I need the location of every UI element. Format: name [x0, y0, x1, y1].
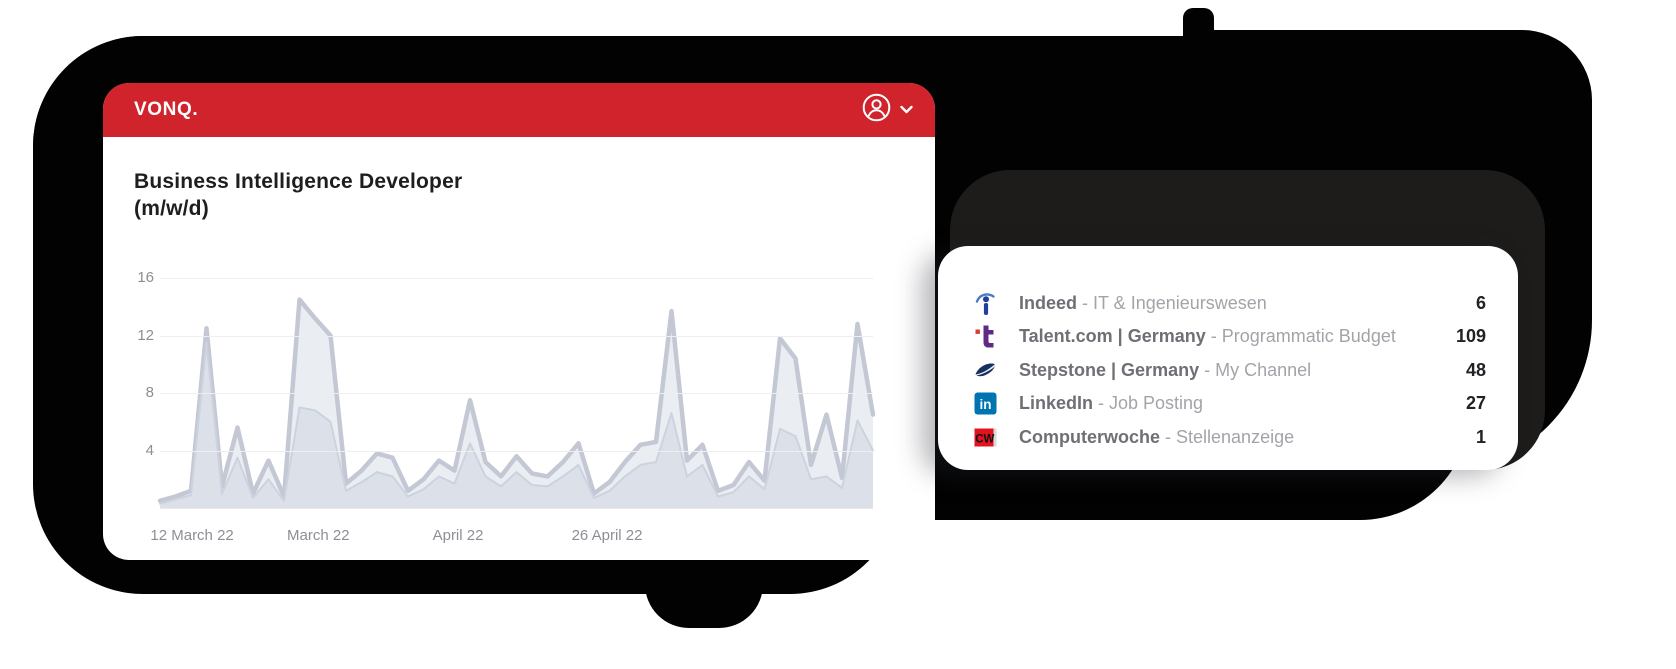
channel-value: 48	[1465, 359, 1486, 380]
channel-row-computerwoche[interactable]: CW Computerwoche - Stellenanzeige 1	[973, 422, 1498, 452]
x-axis-tick-label: 26 April 22	[571, 527, 643, 544]
channel-detail: - My Channel	[1204, 359, 1312, 380]
y-axis-tick-label: 12	[137, 326, 154, 344]
chart-series-svg	[157, 297, 876, 508]
gridline	[160, 278, 873, 279]
user-circle-icon	[862, 93, 891, 127]
gridline	[160, 335, 873, 337]
channel-detail: - Job Posting	[1098, 393, 1204, 413]
x-axis-line	[160, 508, 873, 509]
indeed-logo-icon	[973, 291, 998, 316]
channel-detail: - Stellenanzeige	[1165, 426, 1295, 447]
channel-name: LinkedIn	[1019, 393, 1094, 413]
channel-detail: - Programmatic Budget	[1210, 326, 1396, 346]
chart-title: Business Intelligence Developer (m/w/d)	[134, 168, 462, 222]
backdrop-notch-top	[1183, 8, 1214, 58]
inner_area-fill	[160, 342, 873, 508]
gridline	[160, 450, 873, 452]
channel-row-indeed[interactable]: Indeed - IT & Ingenieurswesen 6	[973, 288, 1498, 318]
channel-value: 1	[1475, 426, 1486, 447]
backdrop-notch-bottom	[645, 560, 763, 628]
x-axis-tick-label: April 22	[432, 527, 484, 544]
area-chart: 16 12 8 4 12 March 22 March 22 April 22 26 Apri…	[137, 255, 876, 544]
computerwoche-logo-icon: CW	[973, 425, 998, 450]
channel-name: Stepstone | Germany	[1019, 359, 1200, 380]
channel-row-linkedin[interactable]: in LinkedIn - Job Posting 27	[973, 389, 1498, 419]
channel-name: Indeed	[1019, 292, 1078, 313]
inner_area-line	[159, 341, 874, 505]
app-header: VONQ.	[103, 83, 935, 137]
chart-title-line2: (m/w/d)	[134, 197, 209, 220]
channel-detail: - IT & Ingenieurswesen	[1082, 292, 1267, 313]
channel-value: 27	[1465, 393, 1486, 413]
y-axis-tick-label: 16	[137, 269, 154, 286]
gridline	[160, 393, 873, 394]
user-menu-button[interactable]	[862, 83, 913, 137]
channel-row-stepstone[interactable]: Stepstone | Germany - My Channel 48	[973, 355, 1498, 385]
chart-card: VONQ. Business Intelligence Developer	[103, 83, 935, 560]
stepstone-logo-icon	[973, 358, 998, 383]
channel-value: 109	[1455, 326, 1486, 346]
chevron-down-icon	[900, 101, 913, 119]
y-axis-tick-label: 8	[145, 384, 154, 401]
x-axis-tick-label: 12 March 22	[150, 527, 234, 544]
channel-name: Computerwoche	[1019, 426, 1161, 447]
channel-name: Talent.com | Germany	[1019, 326, 1206, 346]
y-axis-tick-label: 4	[145, 441, 154, 459]
linkedin-logo-icon: in	[973, 391, 998, 416]
chart-title-line1: Business Intelligence Developer	[134, 170, 463, 193]
svg-text:CW: CW	[975, 433, 994, 445]
channel-value: 6	[1475, 292, 1486, 313]
channel-row-talent[interactable]: Talent.com | Germany - Programmatic Budge…	[973, 322, 1498, 352]
talent-logo-icon	[973, 324, 998, 349]
svg-text:in: in	[980, 397, 992, 412]
vonq-logo: VONQ.	[134, 99, 199, 120]
outer_area-line	[157, 297, 876, 504]
channels-card: Indeed - IT & Ingenieurswesen 6 Talent.co…	[938, 246, 1518, 470]
x-axis-tick-label: March 22	[287, 527, 350, 544]
